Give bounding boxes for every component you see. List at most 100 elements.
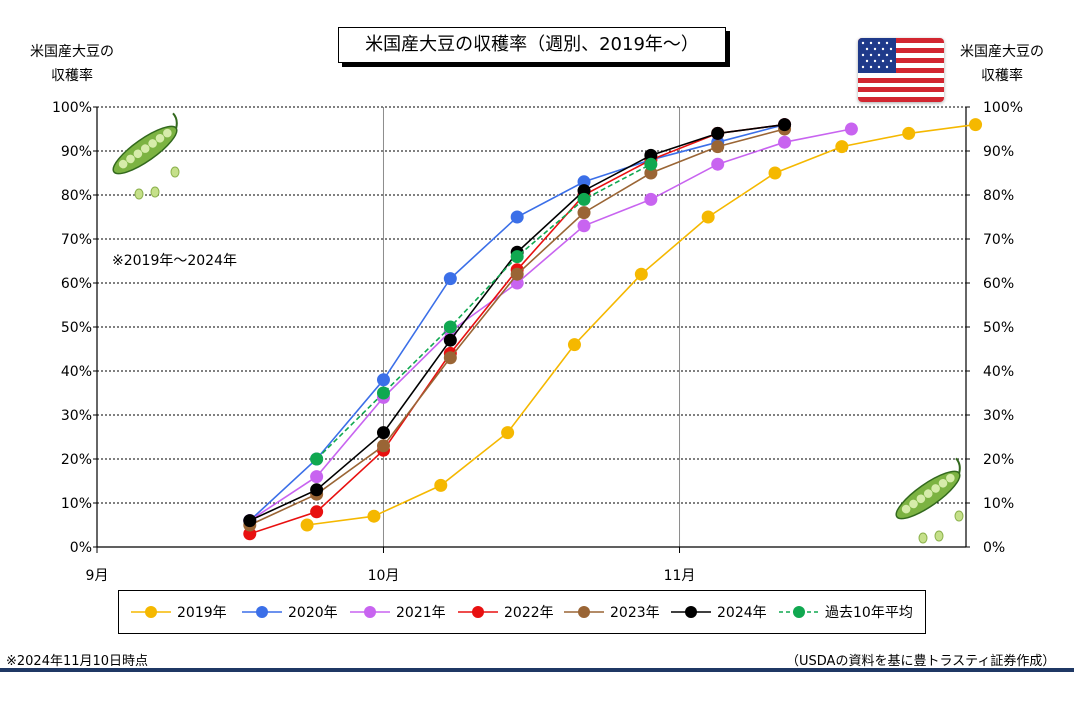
data-point	[376, 386, 390, 400]
soybean-bean-icon	[170, 166, 180, 178]
data-point	[376, 439, 390, 453]
y-tick-label-right: 20%	[983, 452, 1014, 468]
y-tick-label-left: 50%	[61, 320, 92, 336]
legend-item: 過去10年平均	[779, 591, 913, 633]
bottom-rule	[0, 668, 1074, 672]
pod-bean	[901, 504, 911, 514]
soybean-bean-icon	[150, 186, 160, 198]
pod-bean	[133, 149, 143, 159]
legend-swatch	[671, 606, 711, 618]
series-0	[300, 118, 983, 532]
data-point	[969, 118, 983, 132]
data-point	[243, 514, 257, 528]
legend-swatch-marker	[364, 606, 376, 618]
data-point	[501, 426, 515, 440]
y-tick-label-right: 90%	[983, 144, 1014, 160]
data-point	[844, 122, 858, 136]
x-tick-label: 9月	[86, 568, 109, 584]
right-axis-unit-line-1: 米国産大豆の	[960, 44, 1044, 60]
y-tick-label-left: 30%	[61, 408, 92, 424]
pod-bean	[923, 489, 933, 498]
data-point	[778, 118, 792, 132]
period-note: ※2019年～2024年	[112, 253, 237, 269]
legend-swatch-marker	[256, 606, 268, 618]
y-tick-label-left: 80%	[61, 188, 92, 204]
x-tick-label: 10月	[368, 568, 400, 584]
x-tick-label: 11月	[664, 568, 696, 584]
source-footnote: （USDAの資料を基に豊トラスティ証券作成）	[786, 654, 1056, 669]
legend-swatch	[350, 606, 390, 618]
legend-swatch-marker	[472, 606, 484, 618]
series-6	[310, 157, 658, 466]
pod-bean	[931, 484, 940, 493]
y-tick-label-left: 60%	[61, 276, 92, 292]
data-point	[768, 166, 782, 180]
soybean-bean-icon	[934, 530, 944, 542]
data-point	[577, 192, 591, 206]
y-tick-label-left: 20%	[61, 452, 92, 468]
soybean-pod-icon	[112, 112, 178, 175]
data-point	[310, 505, 324, 519]
legend-item: 2024年	[671, 591, 767, 633]
as-of-footnote: ※2024年11月10日時点	[6, 654, 149, 669]
legend-item: 2022年	[458, 591, 554, 633]
y-tick-label-right: 50%	[983, 320, 1014, 336]
data-point	[644, 192, 658, 206]
soybean-pod-icon	[895, 457, 961, 520]
data-point	[443, 272, 457, 286]
data-point	[711, 140, 725, 154]
grid-lines	[97, 106, 966, 547]
pod-bean	[148, 139, 157, 148]
data-point	[310, 470, 324, 484]
data-point	[310, 483, 324, 497]
data-point	[711, 126, 725, 140]
data-point	[376, 373, 390, 387]
legend-swatch	[779, 606, 819, 618]
pod-bean	[118, 159, 128, 169]
pod-bean	[916, 494, 926, 504]
pod-bean	[126, 154, 135, 164]
y-tick-label-right: 80%	[983, 188, 1014, 204]
y-tick-label-left: 70%	[61, 232, 92, 248]
legend-swatch-marker	[145, 606, 157, 618]
right-axis-unit-line-2: 収穫率	[981, 68, 1023, 84]
pod-bean	[946, 473, 955, 483]
y-tick-label-left: 10%	[61, 496, 92, 512]
pod-bean	[163, 128, 172, 138]
legend-label: 過去10年平均	[825, 605, 913, 621]
legend-swatch	[564, 606, 604, 618]
right-axis-unit-label: 米国産大豆の 収穫率	[952, 40, 1052, 88]
pod-bean	[140, 144, 150, 153]
data-point	[310, 452, 324, 466]
y-tick-label-right: 60%	[983, 276, 1014, 292]
data-point	[300, 518, 314, 532]
legend-item: 2020年	[242, 591, 338, 633]
us-flag-icon	[858, 38, 944, 102]
legend-swatch-marker	[578, 606, 590, 618]
series-lines	[243, 118, 983, 541]
legend-label: 2023年	[610, 605, 660, 621]
y-tick-label-right: 100%	[983, 100, 1023, 116]
legend-item: 2019年	[131, 591, 227, 633]
pod-stem	[955, 457, 961, 474]
axes: 0% 0% 10% 10% 20% 20% 30% 30% 40% 40% 50% 50% 60% 60%…	[52, 100, 1023, 584]
data-point	[577, 219, 591, 233]
soybean-bean-icon	[954, 510, 964, 522]
legend-swatch	[131, 606, 171, 618]
data-point	[434, 478, 448, 492]
data-point	[835, 140, 849, 154]
legend-label: 2020年	[288, 605, 338, 621]
decorations	[112, 112, 964, 544]
pod-bean	[909, 499, 918, 509]
legend-item: 2021年	[350, 591, 446, 633]
left-axis-unit-line-2: 収穫率	[51, 68, 93, 84]
left-axis-unit-line-1: 米国産大豆の	[30, 44, 114, 60]
data-point	[376, 426, 390, 440]
series-2	[243, 122, 858, 528]
data-point	[443, 333, 457, 347]
legend-swatch	[458, 606, 498, 618]
data-point	[367, 509, 381, 523]
y-tick-label-right: 40%	[983, 364, 1014, 380]
